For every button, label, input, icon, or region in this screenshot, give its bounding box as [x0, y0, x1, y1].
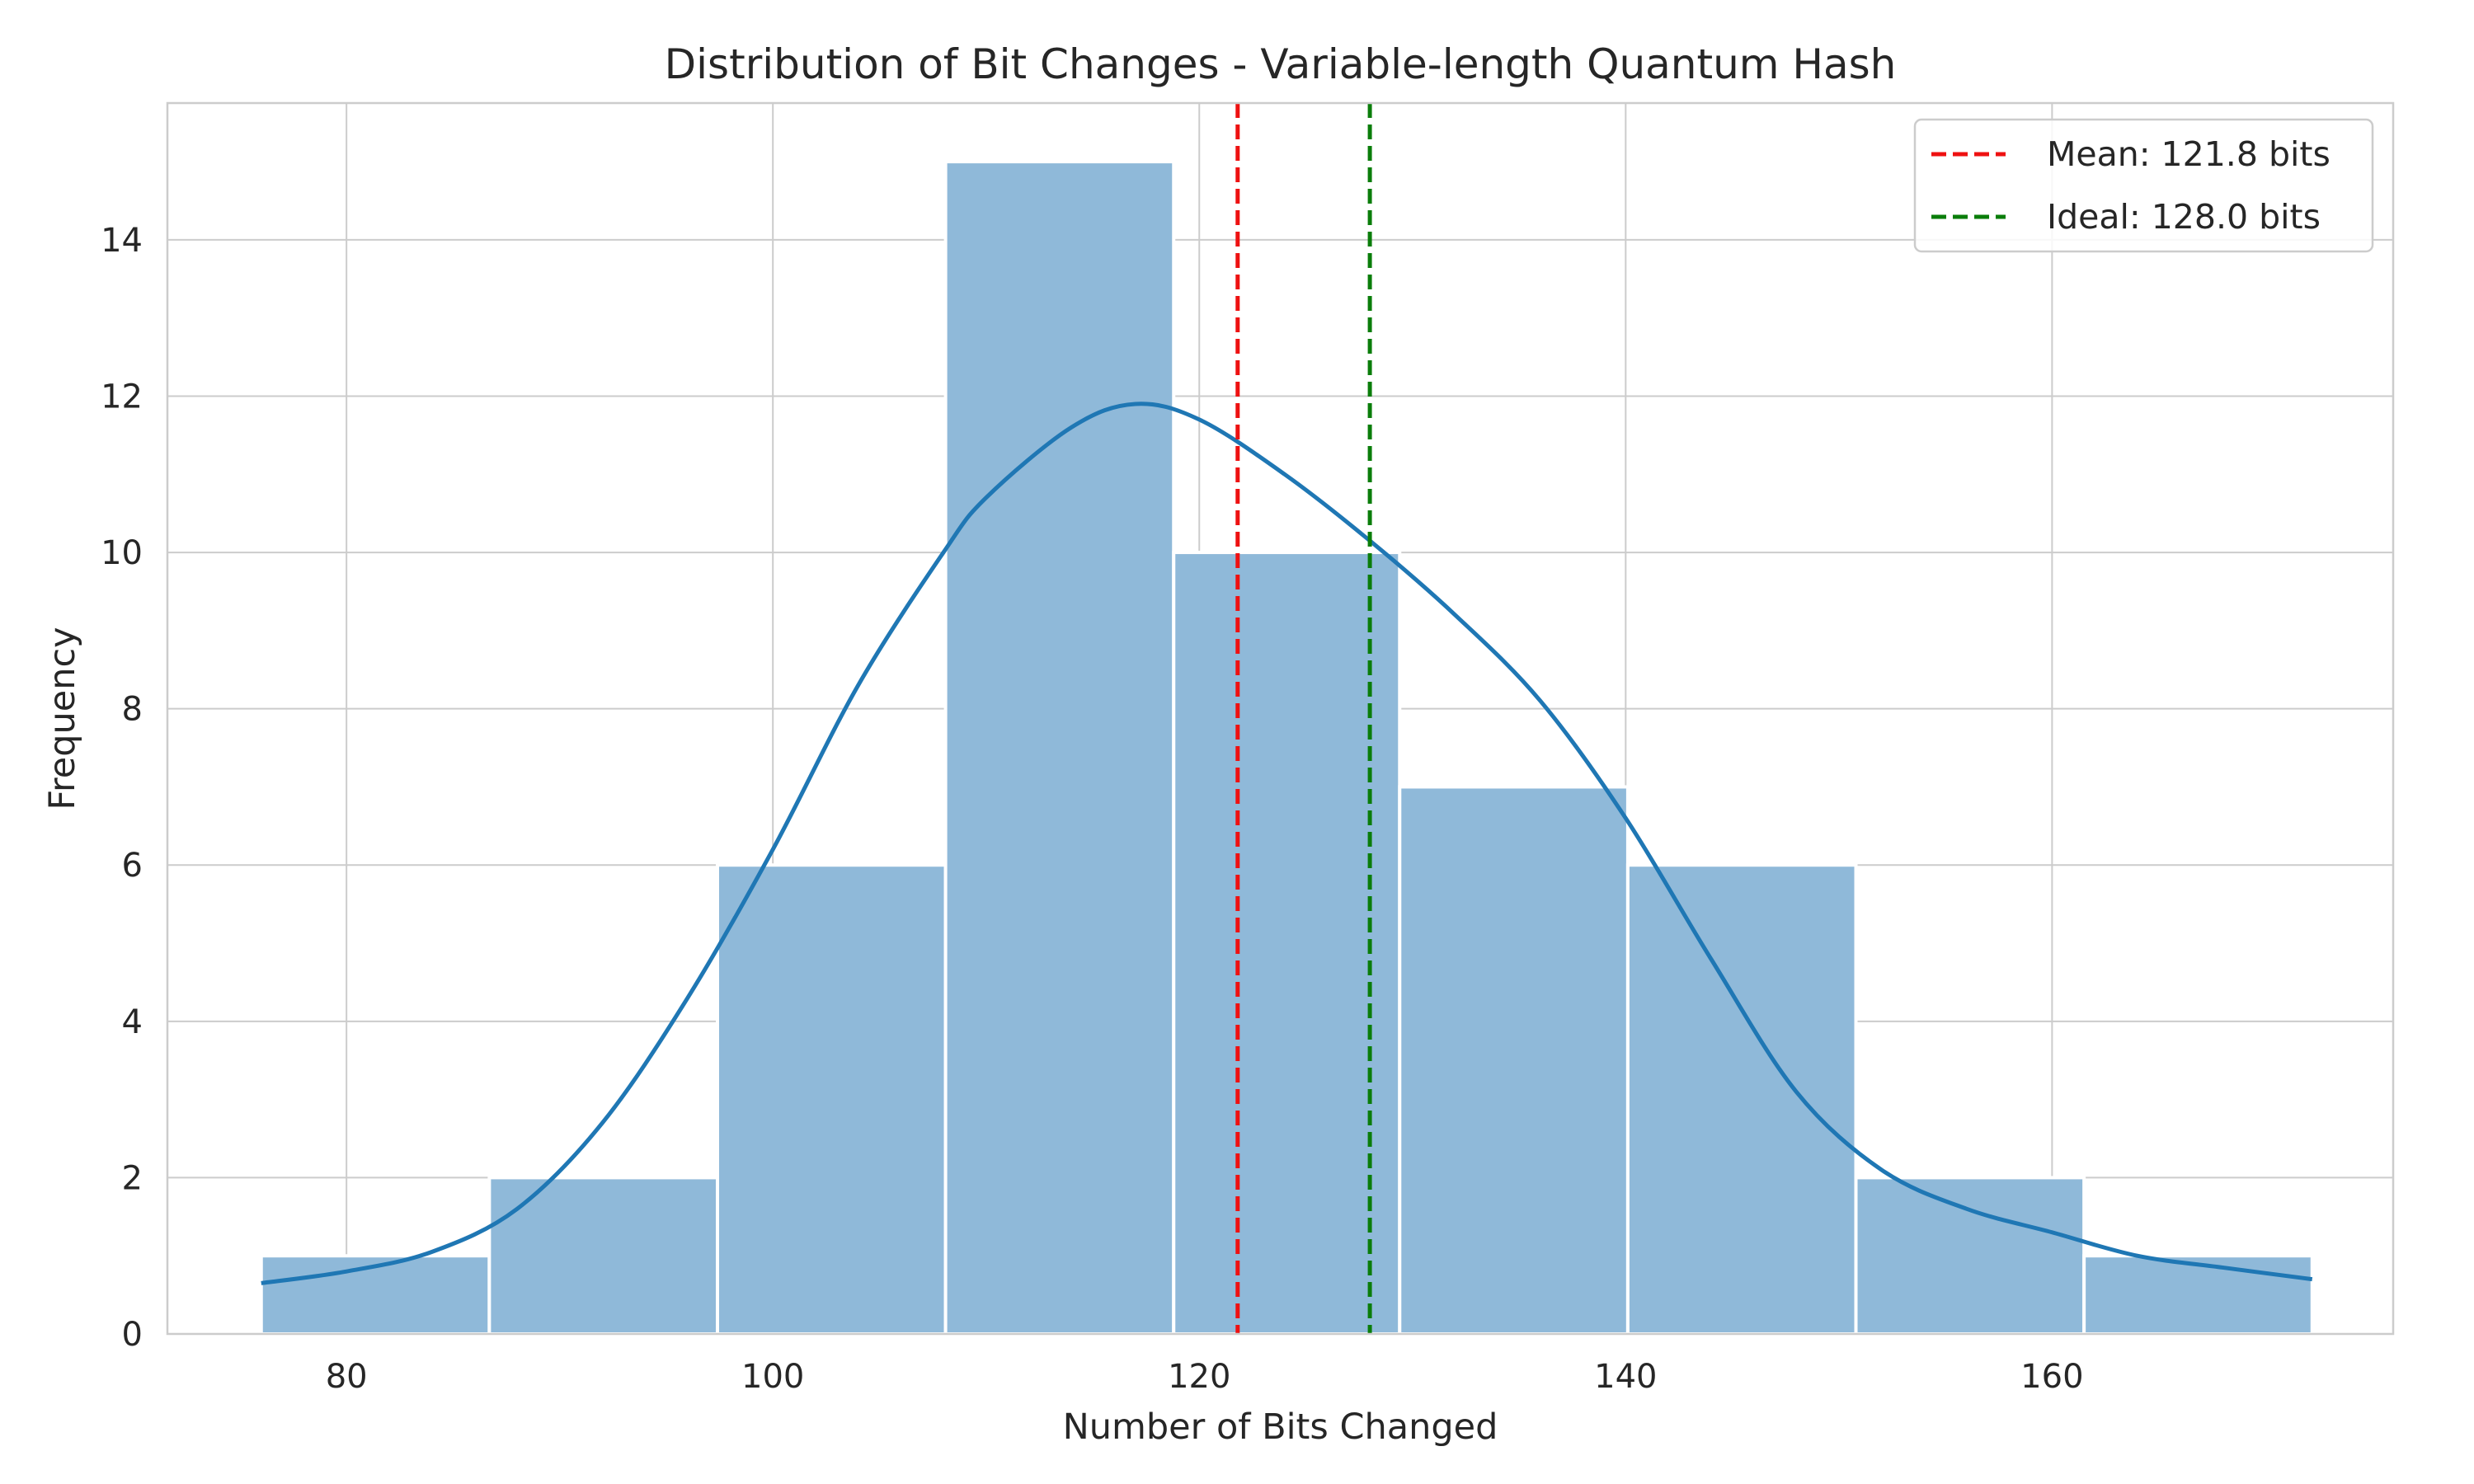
histogram-bar: [943, 160, 1176, 1336]
histogram-bar: [2082, 1254, 2314, 1336]
y-tick-label: 10: [101, 534, 143, 572]
kde-curve-layer: [261, 402, 2313, 1285]
reference-lines: [1235, 103, 1372, 1334]
x-axis-label: Number of Bits Changed: [1063, 1407, 1498, 1448]
histogram-bar: [1398, 785, 1630, 1336]
legend: Mean: 121.8 bits Ideal: 128.0 bits: [1913, 118, 2374, 253]
histogram-bar: [487, 1176, 719, 1336]
histogram-bar: [1854, 1176, 2086, 1336]
y-tick-label: 12: [101, 378, 143, 416]
x-tick-label: 120: [1168, 1358, 1230, 1396]
y-tick-label: 14: [101, 222, 143, 260]
y-tick-label: 8: [122, 691, 143, 729]
x-tick-label: 160: [2020, 1358, 2083, 1396]
histogram-bars: [259, 160, 2314, 1336]
y-tick-label: 2: [122, 1159, 143, 1197]
x-tick-label: 140: [1594, 1358, 1657, 1396]
chart-title: Distribution of Bit Changes - Variable-l…: [665, 40, 1897, 88]
y-tick-label: 0: [122, 1316, 143, 1354]
y-axis-ticks: 0 2 4 6 8 10 12 14: [101, 222, 143, 1354]
legend-label: Mean: 121.8 bits: [2047, 134, 2331, 174]
y-axis-label: Frequency: [42, 627, 83, 810]
legend-box: [1913, 118, 2374, 253]
histogram-bar: [1172, 551, 1402, 1336]
histogram-bar: [715, 863, 948, 1336]
plot-frame: [166, 101, 2395, 1336]
y-tick-label: 4: [122, 1003, 143, 1041]
legend-label: Ideal: 128.0 bits: [2047, 197, 2321, 237]
x-tick-label: 80: [326, 1358, 368, 1396]
x-axis-ticks: 80 100 120 140 160: [326, 1358, 2084, 1396]
histogram-bar: [1625, 863, 1858, 1336]
kde-curve: [261, 402, 2313, 1285]
x-tick-label: 100: [741, 1358, 804, 1396]
y-tick-label: 6: [122, 847, 143, 885]
